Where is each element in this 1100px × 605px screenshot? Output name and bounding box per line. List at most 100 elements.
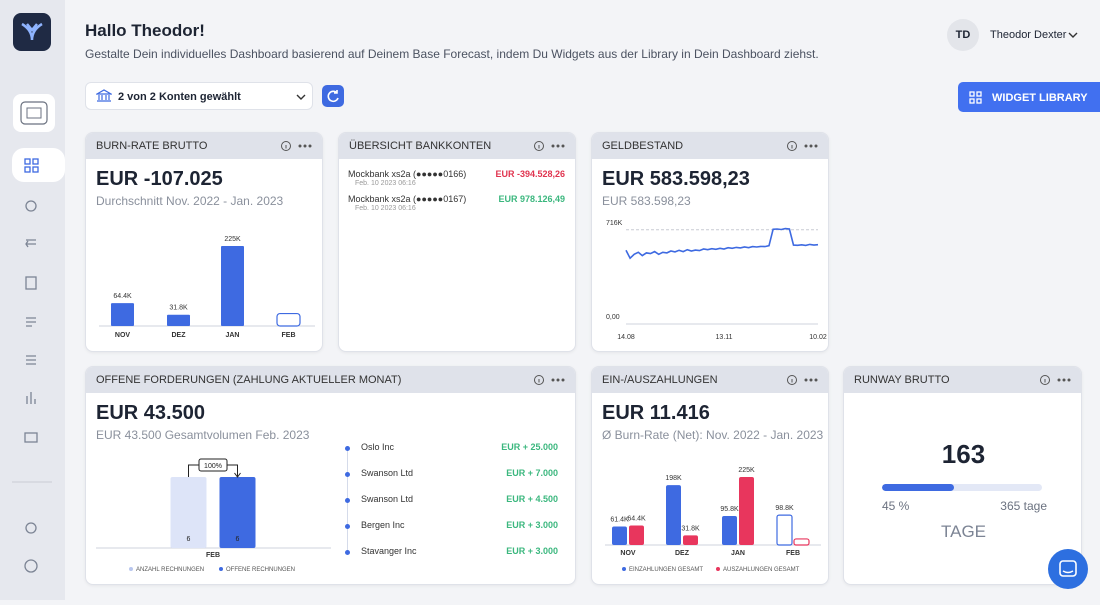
receivables-chart: FEB 6 6 100% ANZAHL RECHNUNGEN OFFENE RECHNUN…	[96, 458, 331, 573]
card-header: OFFENE FORDERUNGEN (ZAHLUNG AKTUELLER MO…	[86, 367, 575, 393]
line	[625, 227, 819, 260]
bar	[111, 303, 134, 326]
amount-subtitle: EUR 43.500 Gesamtvolumen Feb. 2023	[96, 428, 310, 442]
amount: EUR 11.416	[602, 402, 710, 424]
avatar[interactable]: TD	[947, 19, 979, 51]
legend-label: OFFENE RECHNUNGEN	[226, 567, 295, 573]
chat-button[interactable]	[1048, 549, 1088, 589]
account-name: Mockbank xs2a (●●●●●0166)	[348, 169, 467, 179]
bar	[666, 485, 681, 545]
account-amount: EUR 978.126,49	[498, 194, 565, 204]
card-actions[interactable]	[1039, 374, 1073, 386]
bar	[221, 246, 244, 326]
customer-name: Swanson Ltd	[361, 468, 414, 478]
timeline-dot	[345, 446, 350, 451]
customer-amount: EUR + 3.000	[506, 546, 558, 556]
x-tick-label: FEB	[282, 332, 296, 339]
bar	[170, 477, 207, 548]
bar	[167, 314, 190, 326]
y-tick-label: 0,00	[606, 314, 620, 321]
card-header: RUNWAY BRUTTO	[844, 367, 1081, 393]
burn-rate-chart: 64.4K NOV 31.8K DEZ 225K JAN FEB	[99, 236, 315, 339]
x-tick-label: JAN	[731, 550, 745, 557]
card-title: GELDBESTAND	[602, 140, 684, 152]
runway-value: 163	[941, 439, 986, 469]
card-actions[interactable]	[533, 374, 567, 386]
card-actions[interactable]	[280, 140, 314, 152]
x-tick-label: NOV	[115, 332, 131, 339]
account-select[interactable]: 2 von 2 Konten gewählt	[85, 82, 313, 110]
data-label: 6	[236, 536, 240, 543]
data-label: 64.4K	[113, 293, 132, 300]
card-header: ÜBERSICHT BANKKONTEN	[339, 133, 575, 159]
x-tick-label: DEZ	[172, 332, 187, 339]
runway-percent: 45 %	[882, 499, 910, 513]
card-header: EIN-/AUSZAHLUNGEN	[592, 367, 828, 393]
card-title: BURN-RATE BRUTTO	[96, 140, 208, 152]
runway-max: 365 tage	[1000, 499, 1047, 513]
data-label: 198K	[665, 475, 682, 482]
data-label: 225K	[738, 467, 755, 474]
x-tick-label: FEB	[786, 550, 800, 557]
data-label: 6	[187, 536, 191, 543]
card-title: ÜBERSICHT BANKKONTEN	[349, 140, 492, 152]
data-label: 61.4K	[610, 516, 629, 523]
widget-receivables[interactable]: OFFENE FORDERUNGEN (ZAHLUNG AKTUELLER MO…	[85, 366, 576, 585]
y-tick-label: 716K	[606, 220, 623, 227]
widget-library-label: WIDGET LIBRARY	[992, 92, 1088, 104]
annotation-arrow	[234, 472, 241, 478]
customer-name: Stavanger Inc	[361, 546, 417, 556]
customer-name: Swanson Ltd	[361, 494, 414, 504]
bar	[722, 516, 737, 545]
user-name[interactable]: Theodor Dexter	[990, 29, 1067, 41]
x-tick-label: DEZ	[675, 550, 690, 557]
timeline-dot	[345, 472, 350, 477]
card-actions[interactable]	[533, 140, 567, 152]
bar	[739, 477, 754, 545]
customer-amount: EUR + 4.500	[506, 494, 558, 504]
data-label: 95.8K	[720, 506, 739, 513]
account-amount: EUR -394.528,26	[495, 169, 565, 179]
card-title: OFFENE FORDERUNGEN (ZAHLUNG AKTUELLER MO…	[96, 374, 402, 386]
legend-label: ANZAHL RECHNUNGEN	[136, 567, 204, 573]
amount: EUR -107.025	[96, 168, 223, 190]
card-actions[interactable]	[786, 374, 820, 386]
data-label: 225K	[224, 236, 241, 243]
widget-runway[interactable]: RUNWAY BRUTTO 163 45 % 365 tage TAGE	[843, 366, 1082, 585]
x-tick-label: 13.11	[716, 334, 733, 341]
refresh-button[interactable]	[322, 85, 344, 107]
widget-burn-rate[interactable]: BURN-RATE BRUTTO EUR -107.025 Durchschni…	[85, 132, 323, 352]
bar	[629, 525, 644, 545]
annotation-box	[198, 458, 228, 472]
card-actions[interactable]	[786, 140, 820, 152]
legend-label: AUSZAHLUNGEN GESAMT	[723, 567, 800, 573]
subtitle: Gestalte Dein individuelles Dashboard ba…	[85, 47, 819, 61]
runway-track	[882, 484, 1042, 491]
bar	[776, 514, 793, 546]
bar	[219, 477, 256, 548]
timeline-dot	[345, 498, 350, 503]
legend-dot	[622, 567, 626, 571]
widget-bank-accounts[interactable]: ÜBERSICHT BANKKONTEN Mockbank xs2a (●●●●…	[338, 132, 576, 352]
legend-label: EINZAHLUNGEN GESAMT	[629, 567, 703, 573]
account-name: Mockbank xs2a (●●●●●0167)	[348, 194, 467, 204]
card-header: BURN-RATE BRUTTO	[86, 133, 322, 159]
account-date: Feb. 10 2023 06:16	[355, 205, 416, 212]
card-title: RUNWAY BRUTTO	[854, 374, 950, 386]
data-label: 31.8K	[681, 525, 700, 532]
legend-dot	[219, 567, 223, 571]
widget-cashflow[interactable]: EIN-/AUSZAHLUNGEN EUR 11.416 Ø Burn-Rate…	[591, 366, 829, 585]
widget-library-button[interactable]: WIDGET LIBRARY	[958, 82, 1100, 112]
sidebar	[0, 0, 65, 600]
card-title: EIN-/AUSZAHLUNGEN	[602, 374, 718, 386]
legend-dot	[716, 567, 720, 571]
runway-unit: TAGE	[940, 522, 987, 541]
user-caret	[1068, 32, 1078, 38]
customer-amount: EUR + 7.000	[506, 468, 558, 478]
widget-cash[interactable]: GELDBESTAND EUR 583.598,23 EUR 583.598,2…	[591, 132, 829, 352]
bar	[276, 312, 301, 327]
cash-chart: 0,00 716K 14.08 13.11 10.02	[606, 220, 827, 341]
annotation: 100%	[204, 463, 222, 470]
